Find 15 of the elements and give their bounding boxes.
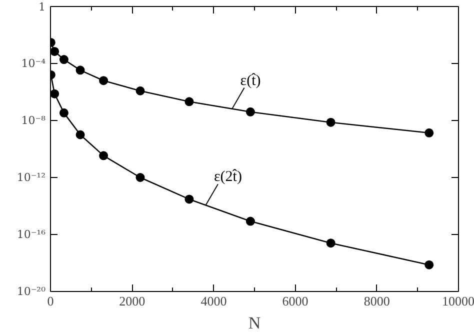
x-tick-label: 6000 — [282, 294, 308, 308]
y-tick-label: 10⁻²⁰ — [16, 285, 46, 298]
series-label: ε(t̂) — [240, 72, 261, 89]
y-tick-label: 10⁻⁴ — [21, 57, 46, 70]
x-tick-label: 8000 — [364, 294, 390, 308]
series-label: ε(2t̂) — [214, 168, 242, 186]
y-tick-label: 10⁻⁸ — [21, 114, 46, 127]
x-tick-label: 10000 — [442, 294, 474, 308]
x-tick-label: 4000 — [200, 294, 227, 308]
x-tick-label: 0 — [47, 294, 54, 308]
y-tick-label: 10⁻¹⁶ — [16, 228, 46, 241]
x-tick-label: 2000 — [119, 294, 146, 308]
x-axis-title: N — [248, 314, 261, 332]
y-tick-label: 10⁻¹² — [16, 171, 46, 184]
y-tick-label: 1 — [38, 0, 46, 14]
